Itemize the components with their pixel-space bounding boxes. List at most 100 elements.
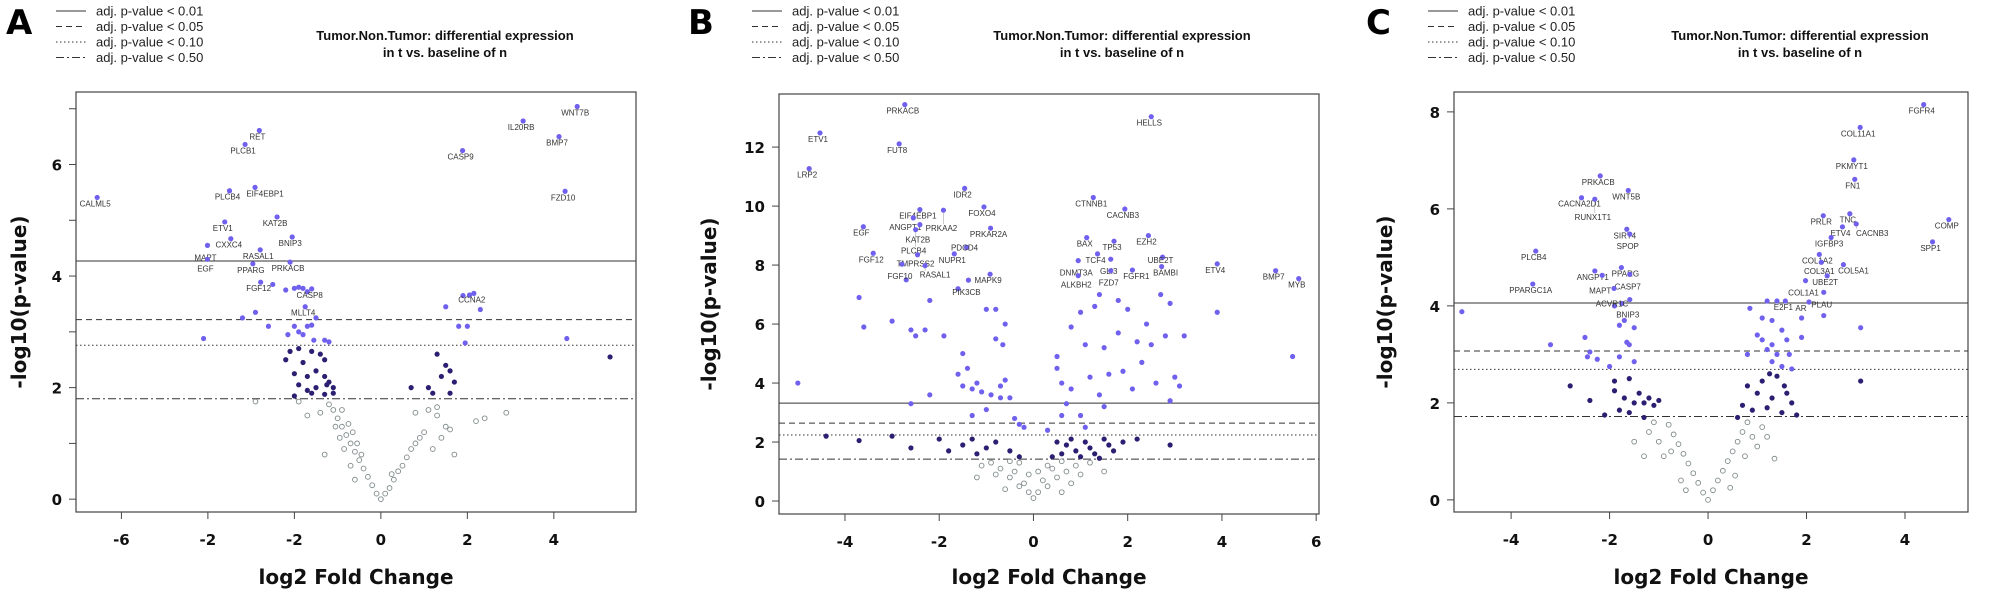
data-point-grey <box>1054 474 1060 481</box>
x-tick-label: -6 <box>113 531 130 549</box>
labeled-point <box>228 236 234 242</box>
gene-label: PRKAA2 <box>926 224 958 233</box>
gene-label: CACNB3 <box>1107 211 1140 220</box>
data-point-purple <box>1016 421 1022 427</box>
data-point-purple <box>993 306 999 312</box>
data-point-purple <box>1087 374 1093 380</box>
labeled-point <box>1159 263 1165 270</box>
labeled-point <box>913 227 919 233</box>
data-point-grey <box>473 418 479 424</box>
gene-label: FGFR4 <box>1909 107 1936 116</box>
data-point-purple <box>1063 401 1070 407</box>
labeled-point <box>1816 251 1822 258</box>
data-point-grey <box>369 482 376 489</box>
labeled-point <box>520 118 526 124</box>
data-point-navy <box>1134 436 1140 442</box>
labeled-point <box>817 130 823 136</box>
chart-title-line: Tumor.Non.Tumor: differential expression <box>993 28 1250 43</box>
data-point-navy <box>908 445 914 451</box>
data-point-grey <box>317 409 324 416</box>
data-point-grey <box>1016 483 1023 490</box>
data-point-purple <box>322 337 328 343</box>
labeled-point <box>940 207 947 213</box>
data-point-navy <box>434 351 440 357</box>
gene-label: COL11A1 <box>1841 129 1876 138</box>
data-point-purple <box>1059 380 1065 386</box>
labeled-point <box>222 219 228 225</box>
data-point-purple <box>1002 377 1008 383</box>
data-point-navy <box>313 385 319 391</box>
labeled-point <box>287 259 293 265</box>
gene-label: MAPK9 <box>975 276 1003 285</box>
gene-label: BMP7 <box>546 139 568 148</box>
labeled-point <box>951 251 957 257</box>
data-point-grey <box>339 407 345 413</box>
data-point-purple <box>1759 337 1765 343</box>
data-point-grey <box>1732 472 1738 479</box>
gene-label: CACNA2D1 <box>1558 200 1601 209</box>
data-point-purple <box>1158 291 1164 298</box>
data-point-purple <box>1779 363 1785 370</box>
data-point-navy <box>1016 454 1022 460</box>
data-point-grey <box>356 457 363 463</box>
data-point-grey <box>978 462 985 469</box>
labeled-point <box>917 222 923 228</box>
data-point-purple <box>1092 303 1098 309</box>
data-point-purple <box>1779 327 1785 333</box>
labeled-point <box>1145 232 1152 239</box>
data-point-navy <box>1087 445 1093 451</box>
gene-label: FGF10 <box>888 272 913 281</box>
data-point-purple <box>960 383 966 389</box>
gene-label: TMPRSS2 <box>897 260 935 269</box>
data-point-grey <box>451 451 458 458</box>
data-point-grey <box>1742 453 1748 460</box>
data-point-grey <box>434 412 440 419</box>
labeled-point <box>302 304 308 310</box>
data-point-purple <box>313 315 319 321</box>
data-point-navy <box>309 390 315 396</box>
data-point-purple <box>1106 371 1112 377</box>
x-tick-label: 4 <box>1217 533 1227 551</box>
data-point-purple <box>1115 330 1121 336</box>
labeled-point <box>1214 261 1220 267</box>
gene-label: CTNNB1 <box>1075 200 1108 209</box>
data-point-grey <box>1641 453 1647 460</box>
gene-label: FGF12 <box>859 255 884 264</box>
data-point-purple <box>1798 334 1805 341</box>
gene-label: EIF4EBP1 <box>899 212 937 221</box>
y-axis-label: -log10(p-value) <box>697 217 721 390</box>
gene-label: BNIP3 <box>279 239 303 248</box>
data-point-purple <box>1139 359 1145 365</box>
data-point-purple <box>1115 297 1121 304</box>
data-point-grey <box>1101 468 1107 475</box>
labeled-point <box>94 194 100 201</box>
panel-letter: C <box>1366 3 1391 43</box>
data-point-navy <box>607 354 613 360</box>
labeled-point <box>965 277 972 283</box>
data-point-purple <box>1101 404 1107 410</box>
data-point-navy <box>1611 388 1618 394</box>
panel-letter: B <box>688 3 714 43</box>
labeled-point <box>1840 262 1847 268</box>
data-point-grey <box>408 446 414 452</box>
x-tick-label: 4 <box>1900 531 1910 549</box>
gene-label: MLLT4 <box>291 309 316 318</box>
data-point-grey <box>988 459 994 466</box>
data-point-grey <box>1729 448 1736 455</box>
labeled-point <box>914 252 921 258</box>
data-point-purple <box>1044 427 1051 433</box>
data-point-purple <box>1858 325 1864 331</box>
data-point-grey <box>1016 459 1023 466</box>
data-point-navy <box>443 362 449 368</box>
labeled-point <box>204 242 211 248</box>
panel-letter: A <box>6 3 33 43</box>
data-point-grey <box>382 490 389 497</box>
data-point-navy <box>1769 395 1775 401</box>
labeled-point <box>1159 254 1166 260</box>
data-point-purple <box>983 306 989 312</box>
data-point-navy <box>1759 378 1765 384</box>
data-point-purple <box>462 340 468 346</box>
legend-label: adj. p-value < 0.10 <box>792 35 899 50</box>
data-point-grey <box>336 434 343 441</box>
data-point-navy <box>1749 407 1755 413</box>
